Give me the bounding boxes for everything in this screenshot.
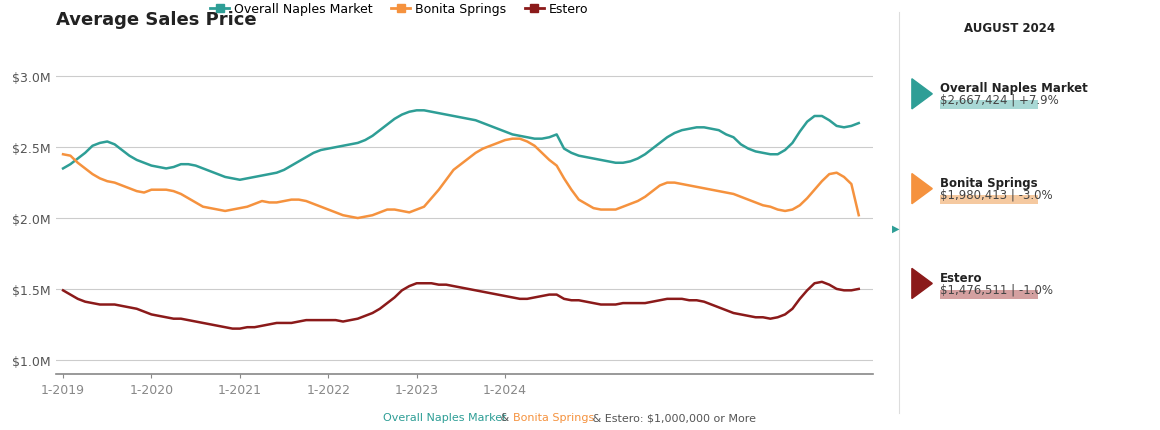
Text: Estero: Estero <box>940 271 983 284</box>
Text: Overall Naples Market: Overall Naples Market <box>940 82 1087 95</box>
Text: $1,980,413 | -3.0%: $1,980,413 | -3.0% <box>940 188 1052 201</box>
Polygon shape <box>912 269 933 299</box>
Text: Bonita Springs: Bonita Springs <box>940 176 1037 189</box>
Text: ▶: ▶ <box>892 223 899 233</box>
Text: &: & <box>496 412 513 422</box>
Polygon shape <box>912 174 933 204</box>
Text: Average Sales Price: Average Sales Price <box>56 11 256 29</box>
Text: $2,667,424 | +7.9%: $2,667,424 | +7.9% <box>940 93 1058 106</box>
Legend: Overall Naples Market, Bonita Springs, Estero: Overall Naples Market, Bonita Springs, E… <box>205 0 593 22</box>
Text: AUGUST 2024: AUGUST 2024 <box>964 22 1054 34</box>
Text: Overall Naples Market: Overall Naples Market <box>383 412 506 422</box>
Text: & Estero: $1,000,000 or More: & Estero: $1,000,000 or More <box>589 412 756 422</box>
Text: $1,476,511 | -1.0%: $1,476,511 | -1.0% <box>940 283 1052 295</box>
Polygon shape <box>912 80 933 110</box>
Text: Bonita Springs: Bonita Springs <box>513 412 594 422</box>
